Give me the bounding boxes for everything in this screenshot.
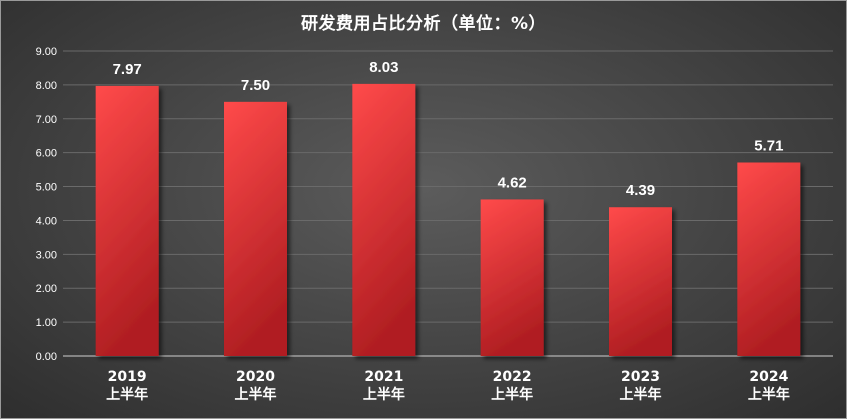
- x-category-label: 上半年: [491, 386, 533, 403]
- x-category-label: 上半年: [620, 386, 662, 403]
- bars: [95, 83, 801, 357]
- bar: [737, 162, 801, 356]
- chart-title: 研发费用占比分析（单位：%）: [300, 14, 547, 34]
- bar: [224, 101, 287, 356]
- x-category-label: 2022: [493, 369, 532, 385]
- y-tick-label: 1.00: [36, 317, 57, 329]
- x-category-label: 上半年: [235, 386, 277, 403]
- y-tick-label: 2.00: [36, 283, 57, 295]
- x-category-label: 2024: [749, 369, 788, 385]
- y-tick-label: 6.00: [36, 148, 57, 160]
- bar: [95, 85, 159, 357]
- x-category-label: 2023: [621, 369, 660, 385]
- y-tick-label: 8.00: [36, 80, 57, 92]
- gridlines: [63, 50, 833, 357]
- x-category-label: 2021: [364, 369, 403, 385]
- data-label: 8.03: [369, 59, 398, 76]
- bar: [352, 83, 416, 356]
- x-category-label: 上半年: [748, 386, 790, 403]
- data-label: 4.62: [498, 174, 527, 191]
- y-tick-label: 4.00: [36, 215, 57, 227]
- data-label: 4.39: [626, 182, 655, 199]
- bar: [609, 207, 672, 356]
- x-category-label: 上半年: [363, 386, 405, 403]
- y-tick-label: 0.00: [36, 351, 57, 363]
- y-tick-label: 7.00: [36, 114, 57, 126]
- data-label: 7.97: [113, 61, 142, 78]
- x-category-label: 2020: [236, 369, 275, 385]
- bar: [480, 199, 544, 356]
- data-label: 7.50: [241, 77, 270, 94]
- data-label: 5.71: [754, 137, 783, 154]
- y-tick-label: 3.00: [36, 249, 57, 261]
- labels: 0.00 1.00 2.00 3.00 4.00 5.00 6.00 7.00 8.00 9.00…: [36, 46, 790, 403]
- y-tick-label: 9.00: [36, 46, 57, 58]
- x-category-label: 上半年: [106, 386, 148, 403]
- y-tick-label: 5.00: [36, 182, 57, 194]
- x-category-label: 2019: [108, 369, 147, 385]
